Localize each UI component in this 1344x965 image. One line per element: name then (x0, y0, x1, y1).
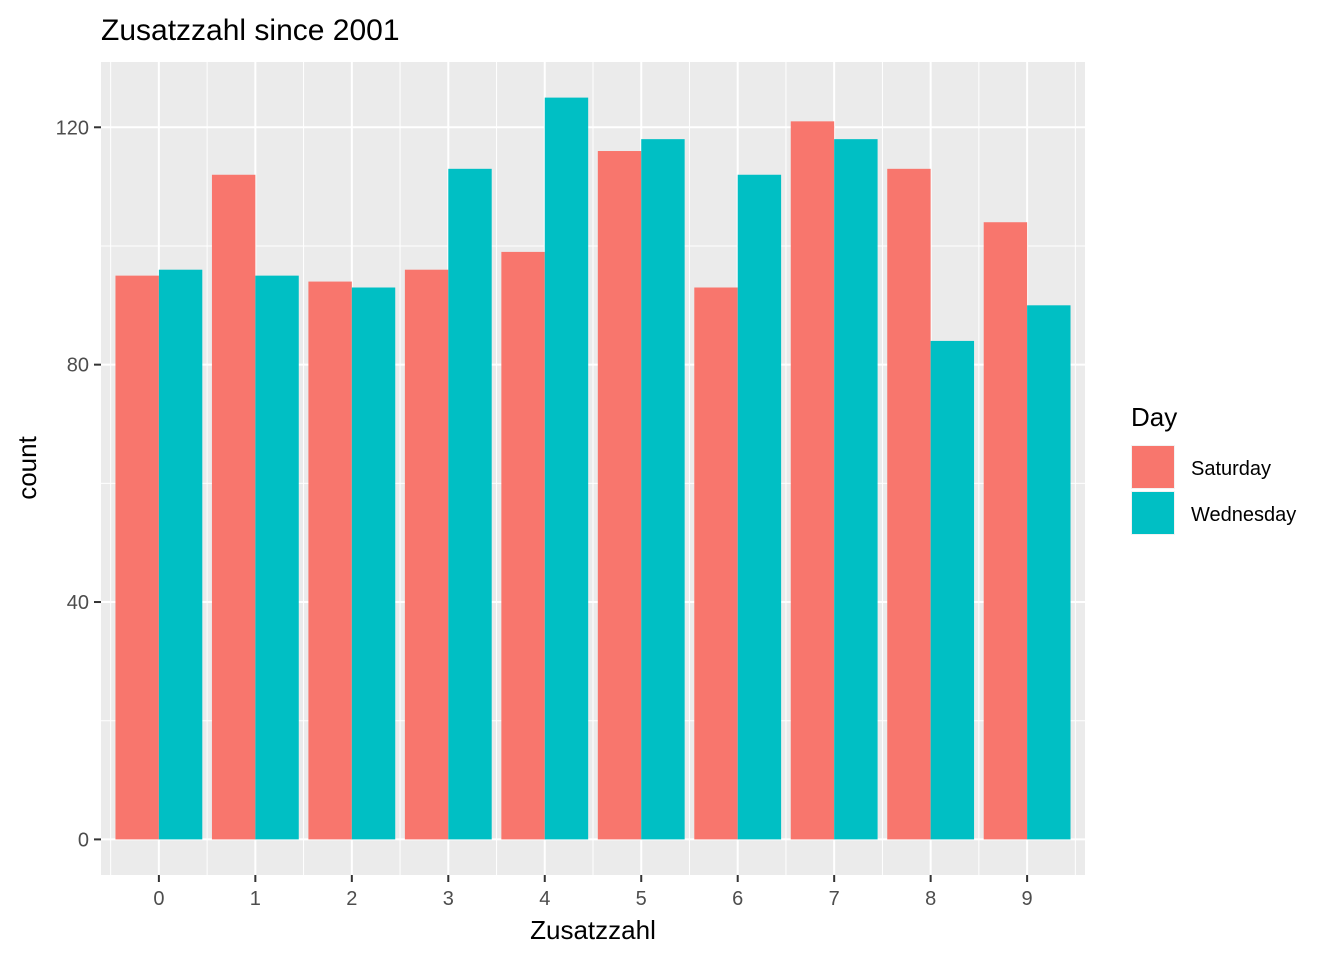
bars (115, 97, 1071, 840)
legend: Day Saturday Wednesday (1131, 402, 1296, 535)
bar-wednesday-2 (351, 287, 396, 840)
x-tick-label: 1 (250, 888, 261, 910)
y-tick-label: 0 (78, 829, 89, 851)
y-tick-label: 80 (67, 355, 89, 377)
legend-title: Day (1131, 402, 1177, 432)
legend-label-saturday: Saturday (1191, 458, 1271, 480)
x-tick-label: 5 (636, 888, 647, 910)
bar-saturday-6 (694, 287, 738, 840)
y-tick-label: 120 (56, 117, 89, 139)
bar-saturday-1 (211, 174, 256, 840)
bar-wednesday-8 (930, 340, 975, 840)
x-axis-title: Zusatzzahl (530, 915, 656, 945)
bar-saturday-8 (887, 168, 931, 840)
chart-title: Zusatzzahl since 2001 (101, 14, 400, 47)
bar-saturday-5 (597, 151, 642, 840)
x-axis: 0 1 2 3 4 5 6 7 8 9 (153, 875, 1033, 910)
bar-wednesday-9 (1027, 305, 1071, 840)
legend-key-wednesday (1132, 492, 1174, 534)
legend-key-saturday (1132, 446, 1174, 488)
bar-saturday-7 (790, 121, 835, 840)
bar-saturday-3 (404, 269, 449, 840)
bar-wednesday-0 (158, 269, 203, 840)
x-tick-label: 9 (1022, 888, 1033, 910)
legend-label-wednesday: Wednesday (1191, 504, 1296, 526)
x-tick-label: 3 (443, 888, 454, 910)
bar-wednesday-6 (737, 174, 782, 840)
bar-wednesday-1 (255, 275, 299, 840)
bar-wednesday-7 (834, 139, 878, 840)
y-axis-title: count (12, 435, 42, 499)
bar-saturday-0 (115, 275, 159, 840)
y-tick-label: 40 (67, 592, 89, 614)
bar-wednesday-4 (544, 97, 589, 840)
bar-saturday-2 (308, 281, 352, 840)
x-tick-label: 4 (539, 888, 550, 910)
x-tick-label: 6 (732, 888, 743, 910)
x-tick-label: 7 (829, 888, 840, 910)
x-tick-label: 0 (153, 888, 164, 910)
x-tick-label: 2 (346, 888, 357, 910)
bar-saturday-9 (983, 222, 1028, 840)
x-tick-label: 8 (925, 888, 936, 910)
bar-wednesday-5 (641, 139, 685, 840)
bar-saturday-4 (501, 251, 545, 840)
y-axis: 0 40 80 120 (56, 117, 101, 851)
bar-wednesday-3 (448, 168, 492, 840)
